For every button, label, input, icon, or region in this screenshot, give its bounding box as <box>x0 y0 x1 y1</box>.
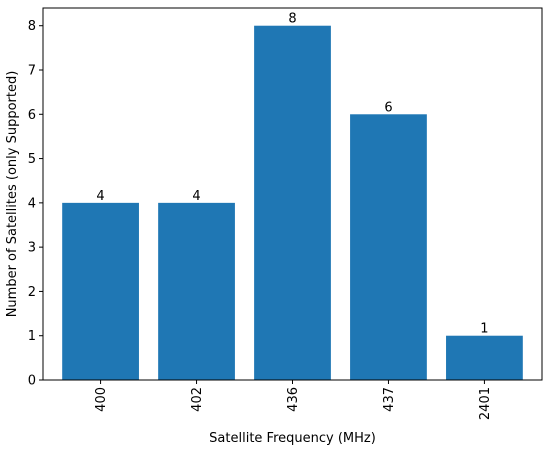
bar-402 <box>158 202 235 380</box>
x-tick-label-402: 402 <box>190 387 205 412</box>
bar-436 <box>254 25 331 380</box>
data-label-436: 8 <box>288 12 296 27</box>
bar-2401 <box>446 335 523 380</box>
x-tick-label-400: 400 <box>94 387 109 412</box>
data-labels-group: 4 4 8 6 1 <box>96 12 488 337</box>
y-axis-ticks: 0 1 2 3 4 5 6 7 8 <box>28 19 43 389</box>
x-tick-label-437: 437 <box>382 387 397 412</box>
y-tick-label-2: 2 <box>28 285 36 300</box>
y-tick-label-1: 1 <box>28 329 36 344</box>
y-tick-label-8: 8 <box>28 19 36 34</box>
y-tick-label-4: 4 <box>28 196 36 211</box>
data-label-400: 4 <box>96 189 104 204</box>
y-tick-label-0: 0 <box>28 374 36 389</box>
y-tick-label-3: 3 <box>28 241 36 256</box>
bar-437 <box>350 114 427 381</box>
y-tick-label-5: 5 <box>28 152 36 167</box>
y-tick-label-6: 6 <box>28 108 36 123</box>
data-label-402: 4 <box>192 189 200 204</box>
x-axis-label: Satellite Frequency (MHz) <box>209 431 376 446</box>
data-label-437: 6 <box>384 100 392 115</box>
x-axis-ticks: 400 402 436 437 2401 <box>94 380 493 420</box>
x-tick-label-2401: 2401 <box>478 387 493 420</box>
y-tick-label-7: 7 <box>28 64 36 79</box>
y-axis-label: Number of Satellites (only Supported) <box>5 71 20 318</box>
x-tick-label-436: 436 <box>286 387 301 412</box>
bar-400 <box>62 202 139 380</box>
bars-group <box>62 25 523 381</box>
data-label-2401: 1 <box>480 322 488 337</box>
